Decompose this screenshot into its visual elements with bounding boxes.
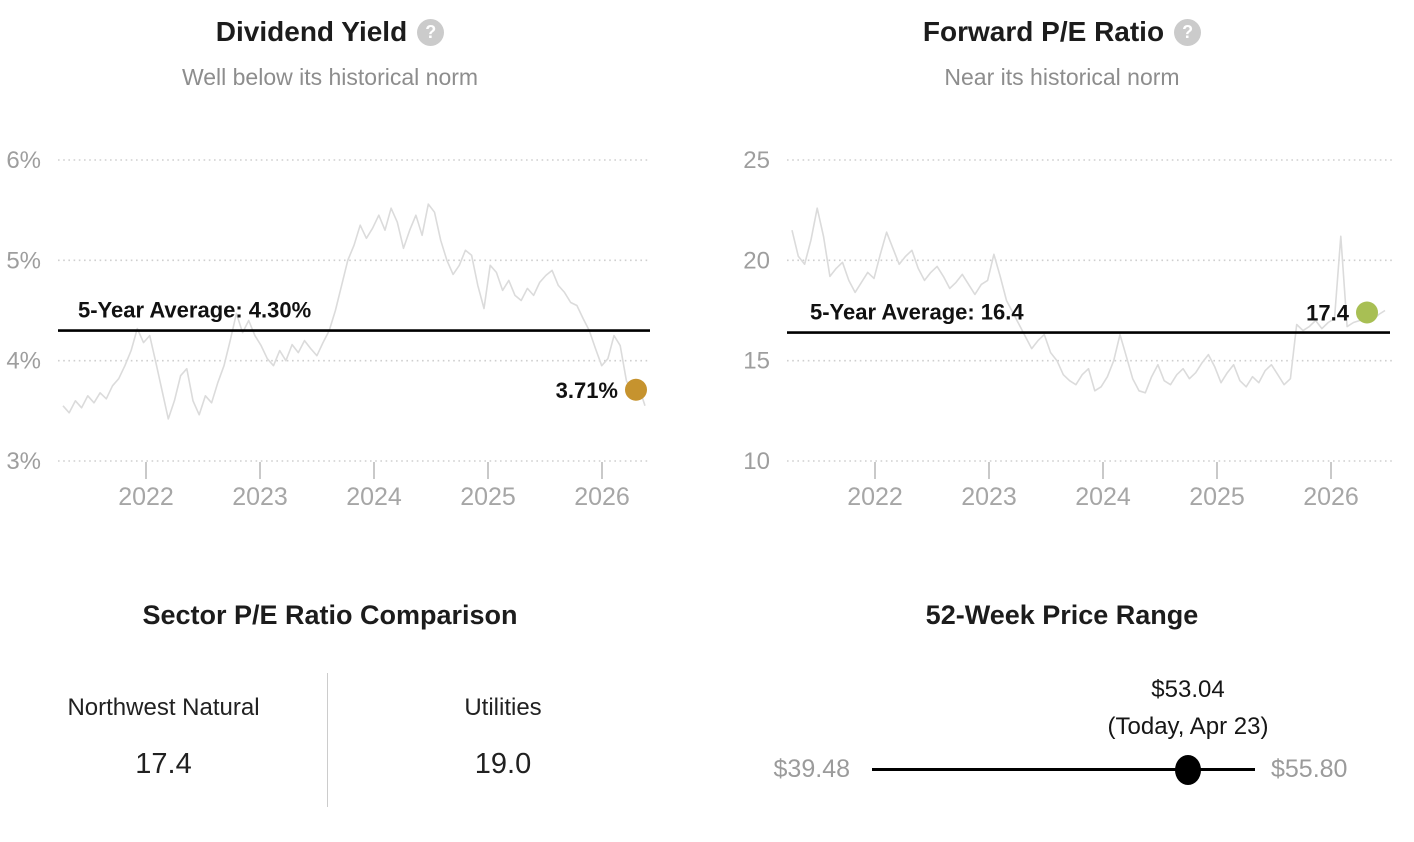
sector-name: Utilities (464, 694, 542, 721)
x-axis-tick-label: 2026 (1303, 483, 1359, 511)
range-low-label: $39.48 (773, 755, 850, 783)
comparison-divider (327, 673, 328, 807)
current-value-dot (1356, 301, 1378, 324)
y-axis-tick-label: 10 (743, 448, 770, 475)
current-value-label: 3.71% (556, 378, 618, 403)
dividend-yield-chart: 6% 5% 4% 3% 2022 2023 2024 2025 2026 5-Year Avera… (0, 130, 707, 530)
x-axis-tick-label: 2025 (460, 483, 516, 511)
y-axis-tick-label: 4% (6, 348, 41, 375)
comparison-item-sector: Utilities 19.0 (329, 694, 677, 781)
x-axis-tick-label: 2025 (1189, 483, 1245, 511)
x-axis-tick-label: 2022 (847, 483, 903, 511)
average-label: 5-Year Average: 4.30% (78, 298, 311, 323)
price-range-title: 52-Week Price Range (925, 600, 1199, 630)
current-value-dot (625, 378, 647, 401)
current-price-marker (1174, 755, 1201, 785)
x-axis-tick-label: 2022 (118, 483, 174, 511)
x-axis-tick-label: 2023 (961, 483, 1017, 511)
forward-pe-header: Forward P/E Ratio ? Near its historical … (707, 16, 1414, 91)
dividend-yield-header: Dividend Yield ? Well below its historic… (0, 16, 660, 91)
forward-pe-subtitle: Near its historical norm (944, 64, 1180, 90)
current-price-label: $53.04 (1151, 676, 1225, 703)
dividend-yield-title: Dividend Yield (215, 16, 408, 47)
company-pe-value: 17.4 (135, 748, 192, 780)
price-range-track (872, 768, 1255, 771)
x-axis-tick-label: 2023 (232, 483, 288, 511)
sector-comparison-title: Sector P/E Ratio Comparison (142, 600, 518, 630)
forward-pe-title: Forward P/E Ratio (922, 16, 1165, 47)
forward-pe-chart: 25 20 15 10 2022 2023 2024 2025 2026 5-Year Avera… (707, 130, 1414, 530)
series-line (791, 207, 1386, 394)
current-price-date: (Today, Apr 23) (1107, 713, 1269, 740)
average-label: 5-Year Average: 16.4 (810, 300, 1024, 325)
range-high-label: $55.80 (1271, 755, 1348, 783)
y-axis-tick-label: 15 (743, 348, 770, 375)
comparison-item-company: Northwest Natural 17.4 (0, 694, 327, 781)
y-axis-tick-label: 20 (743, 247, 770, 274)
y-axis-tick-label: 5% (6, 247, 41, 274)
y-axis-tick-label: 6% (6, 147, 41, 174)
x-axis-tick-label: 2024 (346, 483, 402, 511)
x-axis-tick-label: 2026 (574, 483, 630, 511)
current-value-label: 17.4 (1306, 301, 1350, 326)
sector-pe-value: 19.0 (474, 748, 532, 780)
dividend-yield-subtitle: Well below its historical norm (181, 64, 479, 90)
company-name: Northwest Natural (67, 694, 260, 721)
y-axis-tick-label: 3% (6, 448, 41, 475)
x-axis-tick-label: 2024 (1075, 483, 1131, 511)
series-line (62, 203, 646, 420)
question-mark-icon[interactable]: ? (417, 18, 445, 46)
question-mark-icon[interactable]: ? (1174, 18, 1202, 46)
y-axis-tick-label: 25 (743, 147, 770, 174)
